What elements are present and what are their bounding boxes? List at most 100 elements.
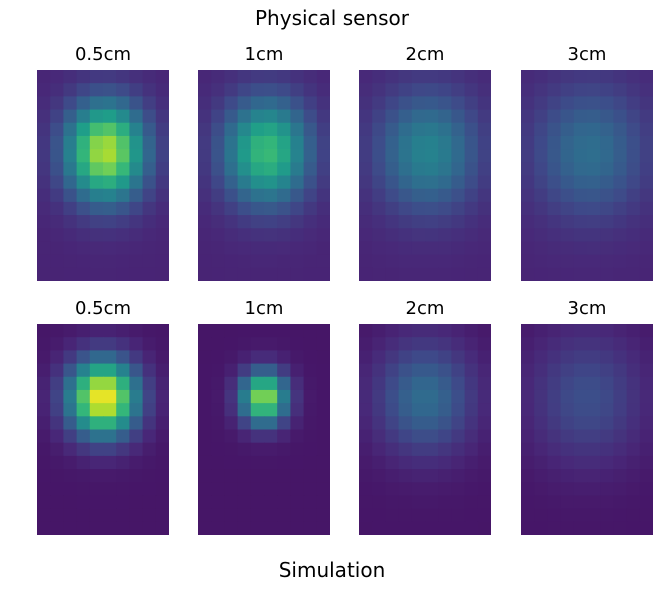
heatmap-cell — [372, 363, 386, 378]
heatmap-cell — [277, 188, 291, 203]
heatmap-cell — [116, 83, 130, 97]
heatmap-cell — [277, 162, 291, 177]
heatmap-cell — [477, 267, 491, 281]
heatmap-cell — [290, 175, 305, 190]
heatmap-cell — [639, 267, 653, 281]
heatmap-cell — [398, 70, 413, 84]
heatmap-cell — [277, 122, 291, 137]
heatmap-cell — [316, 215, 330, 229]
heatmap-cell — [626, 469, 641, 483]
heatmap-cell — [224, 363, 239, 378]
heatmap-cell — [250, 267, 265, 281]
heatmap-cell — [155, 403, 169, 417]
heatmap-cell — [477, 350, 491, 365]
heatmap-cell — [587, 135, 601, 150]
heatmap-cell — [451, 175, 466, 190]
panel-title: 3cm — [567, 44, 607, 65]
heatmap-cell — [600, 228, 614, 243]
heatmap-cell — [587, 350, 601, 365]
heatmap-cell — [521, 363, 535, 378]
heatmap-cell — [359, 188, 373, 203]
heatmap-cell — [464, 337, 479, 351]
heatmap-cell — [264, 469, 278, 483]
heatmap-cell — [76, 122, 91, 137]
heatmap-cell — [639, 521, 653, 535]
heatmap-cell — [477, 135, 491, 150]
heatmap-cell — [264, 228, 278, 243]
heatmap-cell — [155, 521, 169, 535]
heatmap-cell — [587, 267, 601, 281]
heatmap-cell — [37, 495, 51, 510]
heatmap-cell — [224, 70, 239, 84]
heatmap-cell — [142, 241, 157, 256]
heatmap-cell — [211, 201, 225, 216]
heatmap-cell — [547, 149, 562, 163]
heatmap-cell — [560, 416, 575, 431]
heatmap-cell — [385, 521, 400, 535]
heatmap-sensor-3cm — [521, 70, 653, 281]
heatmap-cell — [587, 96, 601, 111]
heatmap-cell — [198, 469, 212, 483]
heatmap-cell — [547, 363, 562, 378]
heatmap-cell — [142, 376, 157, 391]
heatmap-cell — [76, 324, 91, 338]
heatmap-cell — [573, 122, 588, 137]
heatmap-cell — [600, 376, 614, 391]
heatmap-cell — [224, 376, 239, 391]
heatmap-cell — [626, 389, 641, 404]
heatmap-cell — [464, 96, 479, 111]
heatmap-cell — [438, 267, 452, 281]
heatmap-cell — [613, 254, 628, 269]
heatmap-cell — [103, 241, 117, 256]
heatmap-cell — [560, 267, 575, 281]
heatmap-cell — [116, 70, 130, 84]
heatmap-cell — [425, 350, 439, 365]
heatmap-cell — [372, 254, 386, 269]
heatmap-cell — [224, 495, 239, 510]
heatmap-cell — [63, 403, 78, 417]
heatmap-cell — [316, 83, 330, 97]
heatmap-cell — [534, 109, 548, 124]
heatmap-cell — [290, 442, 305, 457]
heatmap-cell — [290, 188, 305, 203]
heatmap-cell — [50, 350, 64, 365]
heatmap-cell — [573, 175, 588, 190]
heatmap-cell — [316, 149, 330, 163]
heatmap-cell — [600, 482, 614, 497]
heatmap-cell — [89, 83, 104, 97]
heatmap-cell — [451, 469, 466, 483]
heatmap-cell — [639, 122, 653, 137]
heatmap-cell — [89, 429, 104, 444]
heatmap-cell — [316, 455, 330, 470]
heatmap-cell — [385, 175, 400, 190]
heatmap-cell — [547, 188, 562, 203]
heatmap-cell — [425, 442, 439, 457]
heatmap-cell — [63, 201, 78, 216]
heatmap-cell — [359, 215, 373, 229]
heatmap-cell — [250, 495, 265, 510]
heatmap-cell — [398, 96, 413, 111]
heatmap-cell — [290, 122, 305, 137]
heatmap-cell — [425, 429, 439, 444]
heatmap-cell — [211, 83, 225, 97]
heatmap-cell — [411, 495, 426, 510]
heatmap-cell — [129, 508, 144, 523]
heatmap-cell — [50, 201, 64, 216]
heatmap-cell — [303, 228, 318, 243]
heatmap-cell — [613, 442, 628, 457]
heatmap-cell — [37, 442, 51, 457]
heatmap-cell — [142, 495, 157, 510]
heatmap-cell — [89, 376, 104, 391]
heatmap-cell — [142, 324, 157, 338]
heatmap-cell — [639, 215, 653, 229]
heatmap-cell — [451, 96, 466, 111]
heatmap-cell — [250, 70, 265, 84]
heatmap-cell — [277, 135, 291, 150]
heatmap-cell — [290, 135, 305, 150]
heatmap-cell — [398, 109, 413, 124]
heatmap-cell — [155, 228, 169, 243]
heatmap-cell — [613, 188, 628, 203]
heatmap-cell — [303, 122, 318, 137]
heatmap-cell — [359, 469, 373, 483]
heatmap-cell — [264, 175, 278, 190]
